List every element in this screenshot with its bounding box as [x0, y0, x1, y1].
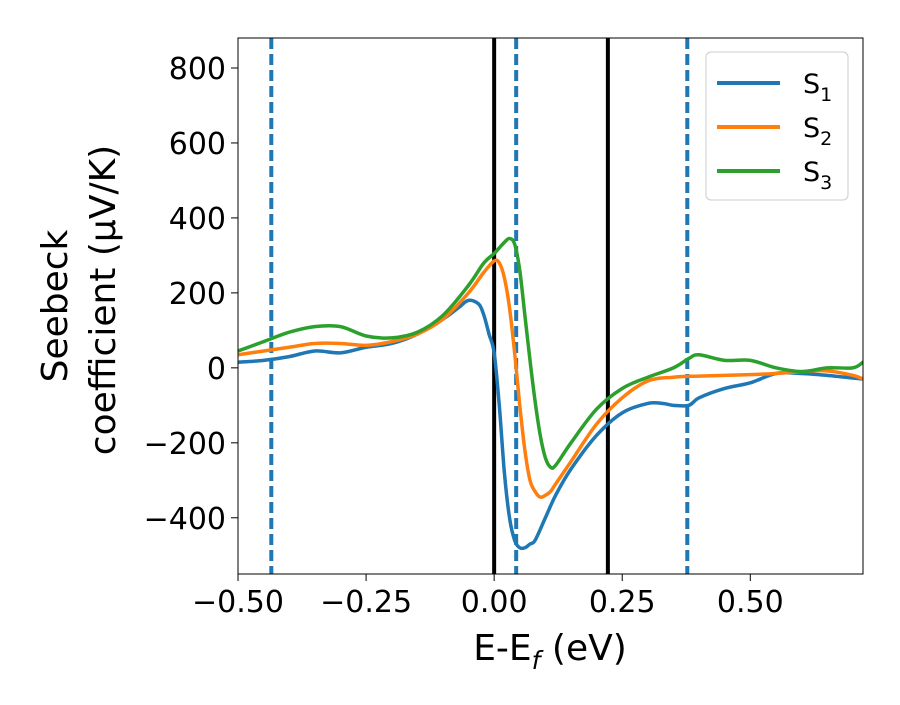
y-tick-label: −400	[144, 502, 226, 537]
x-tick-label: −0.25	[320, 585, 412, 620]
legend-label-s2: S2	[803, 113, 832, 150]
y-tick-label: 0	[207, 352, 226, 387]
y-tick-label: 400	[169, 202, 226, 237]
y-axis-title-line2: coefficient (μV/K)	[83, 145, 124, 455]
legend-label-s3: S3	[803, 157, 832, 194]
series-line-s3	[238, 236, 863, 470]
series-line-s1	[238, 298, 863, 551]
y-axis-title-line1: Seebeck	[35, 229, 76, 382]
x-tick-label: −0.50	[192, 585, 284, 620]
x-axis-title: E-Ef (eV)	[473, 628, 627, 675]
y-tick-label: 600	[169, 127, 226, 162]
plot-frame	[237, 37, 864, 575]
x-tick-label: 0.00	[461, 585, 528, 620]
y-tick-label: 800	[169, 52, 226, 87]
legend-label-s1: S1	[803, 69, 832, 106]
y-tick-label: 200	[169, 277, 226, 312]
series-line-s2	[238, 258, 863, 500]
x-tick-label: 0.25	[589, 585, 656, 620]
legend: S1 S2 S3	[705, 51, 849, 201]
y-tick-label: −200	[144, 427, 226, 462]
y-axis-title: Seebeck coefficient (μV/K)	[35, 145, 124, 455]
x-tick-label: 0.50	[717, 585, 784, 620]
